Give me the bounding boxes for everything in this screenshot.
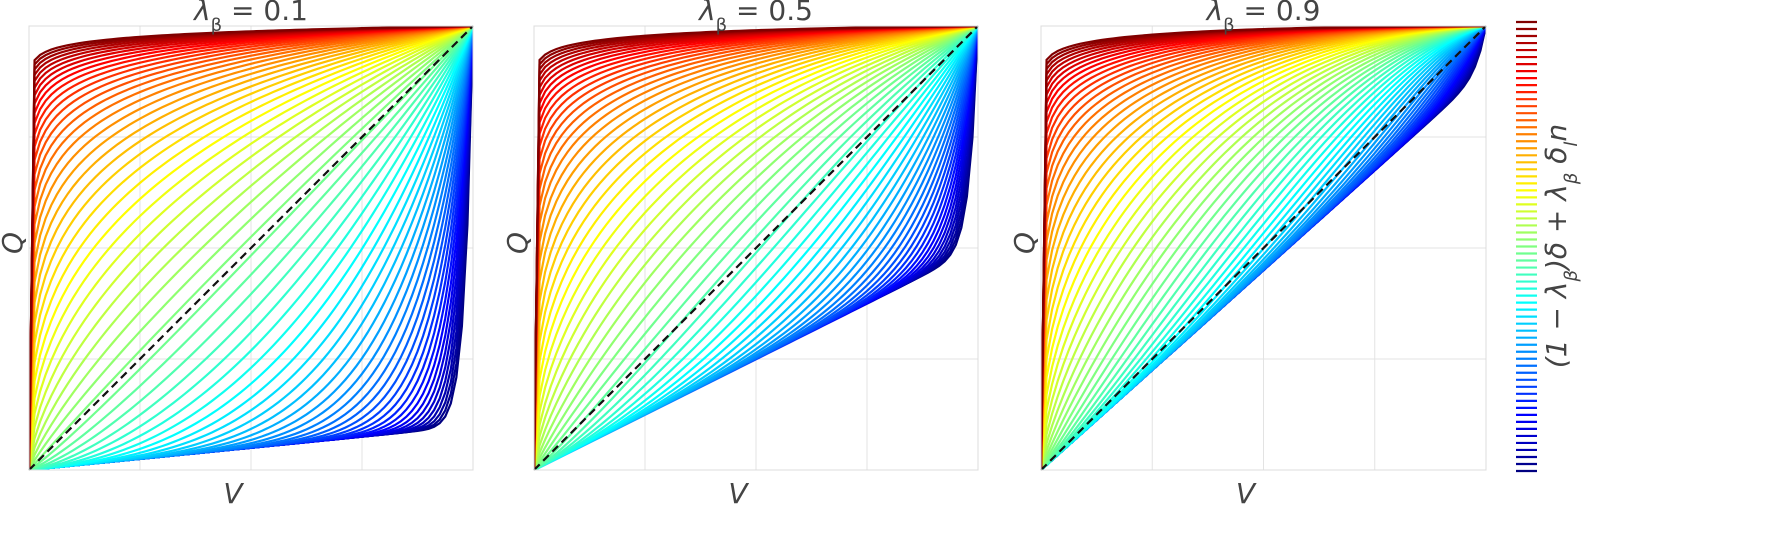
colorbar: (1 − λβ)δ + λβ δln <box>1516 20 1582 473</box>
series-line <box>29 26 473 470</box>
panel-title: λβ = 0.1 <box>192 0 308 36</box>
series-line <box>534 26 978 470</box>
series-line <box>1041 26 1486 470</box>
series-line <box>534 26 978 470</box>
curve-family <box>1041 26 1486 470</box>
series-line <box>29 26 473 470</box>
panel-1: λβ = 0.1 V Q <box>0 0 474 510</box>
identity-reference-line <box>28 25 474 471</box>
series-line <box>29 26 473 470</box>
series-line <box>534 26 978 470</box>
y-axis-label: Q <box>0 232 29 254</box>
panel-3: λβ = 0.9 V Q <box>1008 0 1487 510</box>
series-line <box>534 26 978 470</box>
series-line <box>1041 26 1486 470</box>
series-line <box>29 26 473 470</box>
series-line <box>1041 26 1486 470</box>
series-line <box>534 26 978 470</box>
series-line <box>29 26 473 470</box>
series-line <box>1041 26 1486 470</box>
series-line <box>29 26 473 470</box>
series-line <box>534 26 978 470</box>
series-line <box>534 26 978 470</box>
identity-reference-line <box>533 25 979 471</box>
axes-frame <box>1040 25 1487 471</box>
series-line <box>29 26 473 470</box>
series-line <box>29 26 473 470</box>
series-line <box>534 26 978 470</box>
series-line <box>29 26 473 470</box>
series-line <box>29 26 473 470</box>
series-line <box>534 26 978 470</box>
panel-title: λβ = 0.9 <box>1205 0 1321 36</box>
panel-title: λβ = 0.5 <box>697 0 813 36</box>
curve-family <box>29 26 473 470</box>
y-axis-label: Q <box>501 232 534 254</box>
series-line <box>534 26 978 470</box>
series-line <box>29 26 473 470</box>
identity-reference-line <box>1040 25 1487 471</box>
axes-frame <box>28 25 474 471</box>
y-axis-label: Q <box>1008 232 1041 254</box>
series-line <box>534 26 978 470</box>
series-line <box>534 26 978 470</box>
series-line <box>29 26 473 470</box>
series-line <box>1041 26 1486 470</box>
series-line <box>534 26 978 470</box>
series-line <box>534 26 978 470</box>
series-line <box>534 26 978 470</box>
series-line <box>29 26 473 470</box>
series-line <box>534 26 978 470</box>
series-line <box>534 26 978 470</box>
x-axis-label: V <box>1236 477 1257 510</box>
axes-frame <box>533 25 979 471</box>
series-line <box>1041 26 1486 470</box>
series-line <box>29 26 473 470</box>
series-line <box>534 26 978 470</box>
series-line <box>1041 26 1486 470</box>
series-line <box>1041 26 1486 470</box>
series-line <box>1041 26 1486 470</box>
series-line <box>29 26 473 470</box>
series-line <box>1041 26 1486 470</box>
series-line <box>534 26 978 470</box>
series-line <box>29 26 473 470</box>
x-axis-label: V <box>223 477 244 510</box>
panel-2: λβ = 0.5 V Q <box>501 0 979 510</box>
series-line <box>29 26 473 470</box>
series-line <box>534 26 978 470</box>
series-line <box>534 26 978 470</box>
series-line <box>29 26 473 470</box>
colorbar-label: (1 − λβ)δ + λβ δln <box>1540 124 1582 368</box>
x-axis-label: V <box>728 477 749 510</box>
series-line <box>534 26 978 470</box>
series-line <box>1041 26 1486 470</box>
series-line <box>1041 26 1486 470</box>
series-line <box>29 26 473 470</box>
series-line <box>1041 26 1486 470</box>
series-line <box>29 26 473 470</box>
series-line <box>29 26 473 470</box>
series-line <box>29 26 473 470</box>
series-line <box>29 26 473 470</box>
curve-family <box>534 26 978 470</box>
series-line <box>29 26 473 470</box>
series-line <box>29 26 473 470</box>
series-line <box>29 26 473 470</box>
series-line <box>29 26 473 470</box>
